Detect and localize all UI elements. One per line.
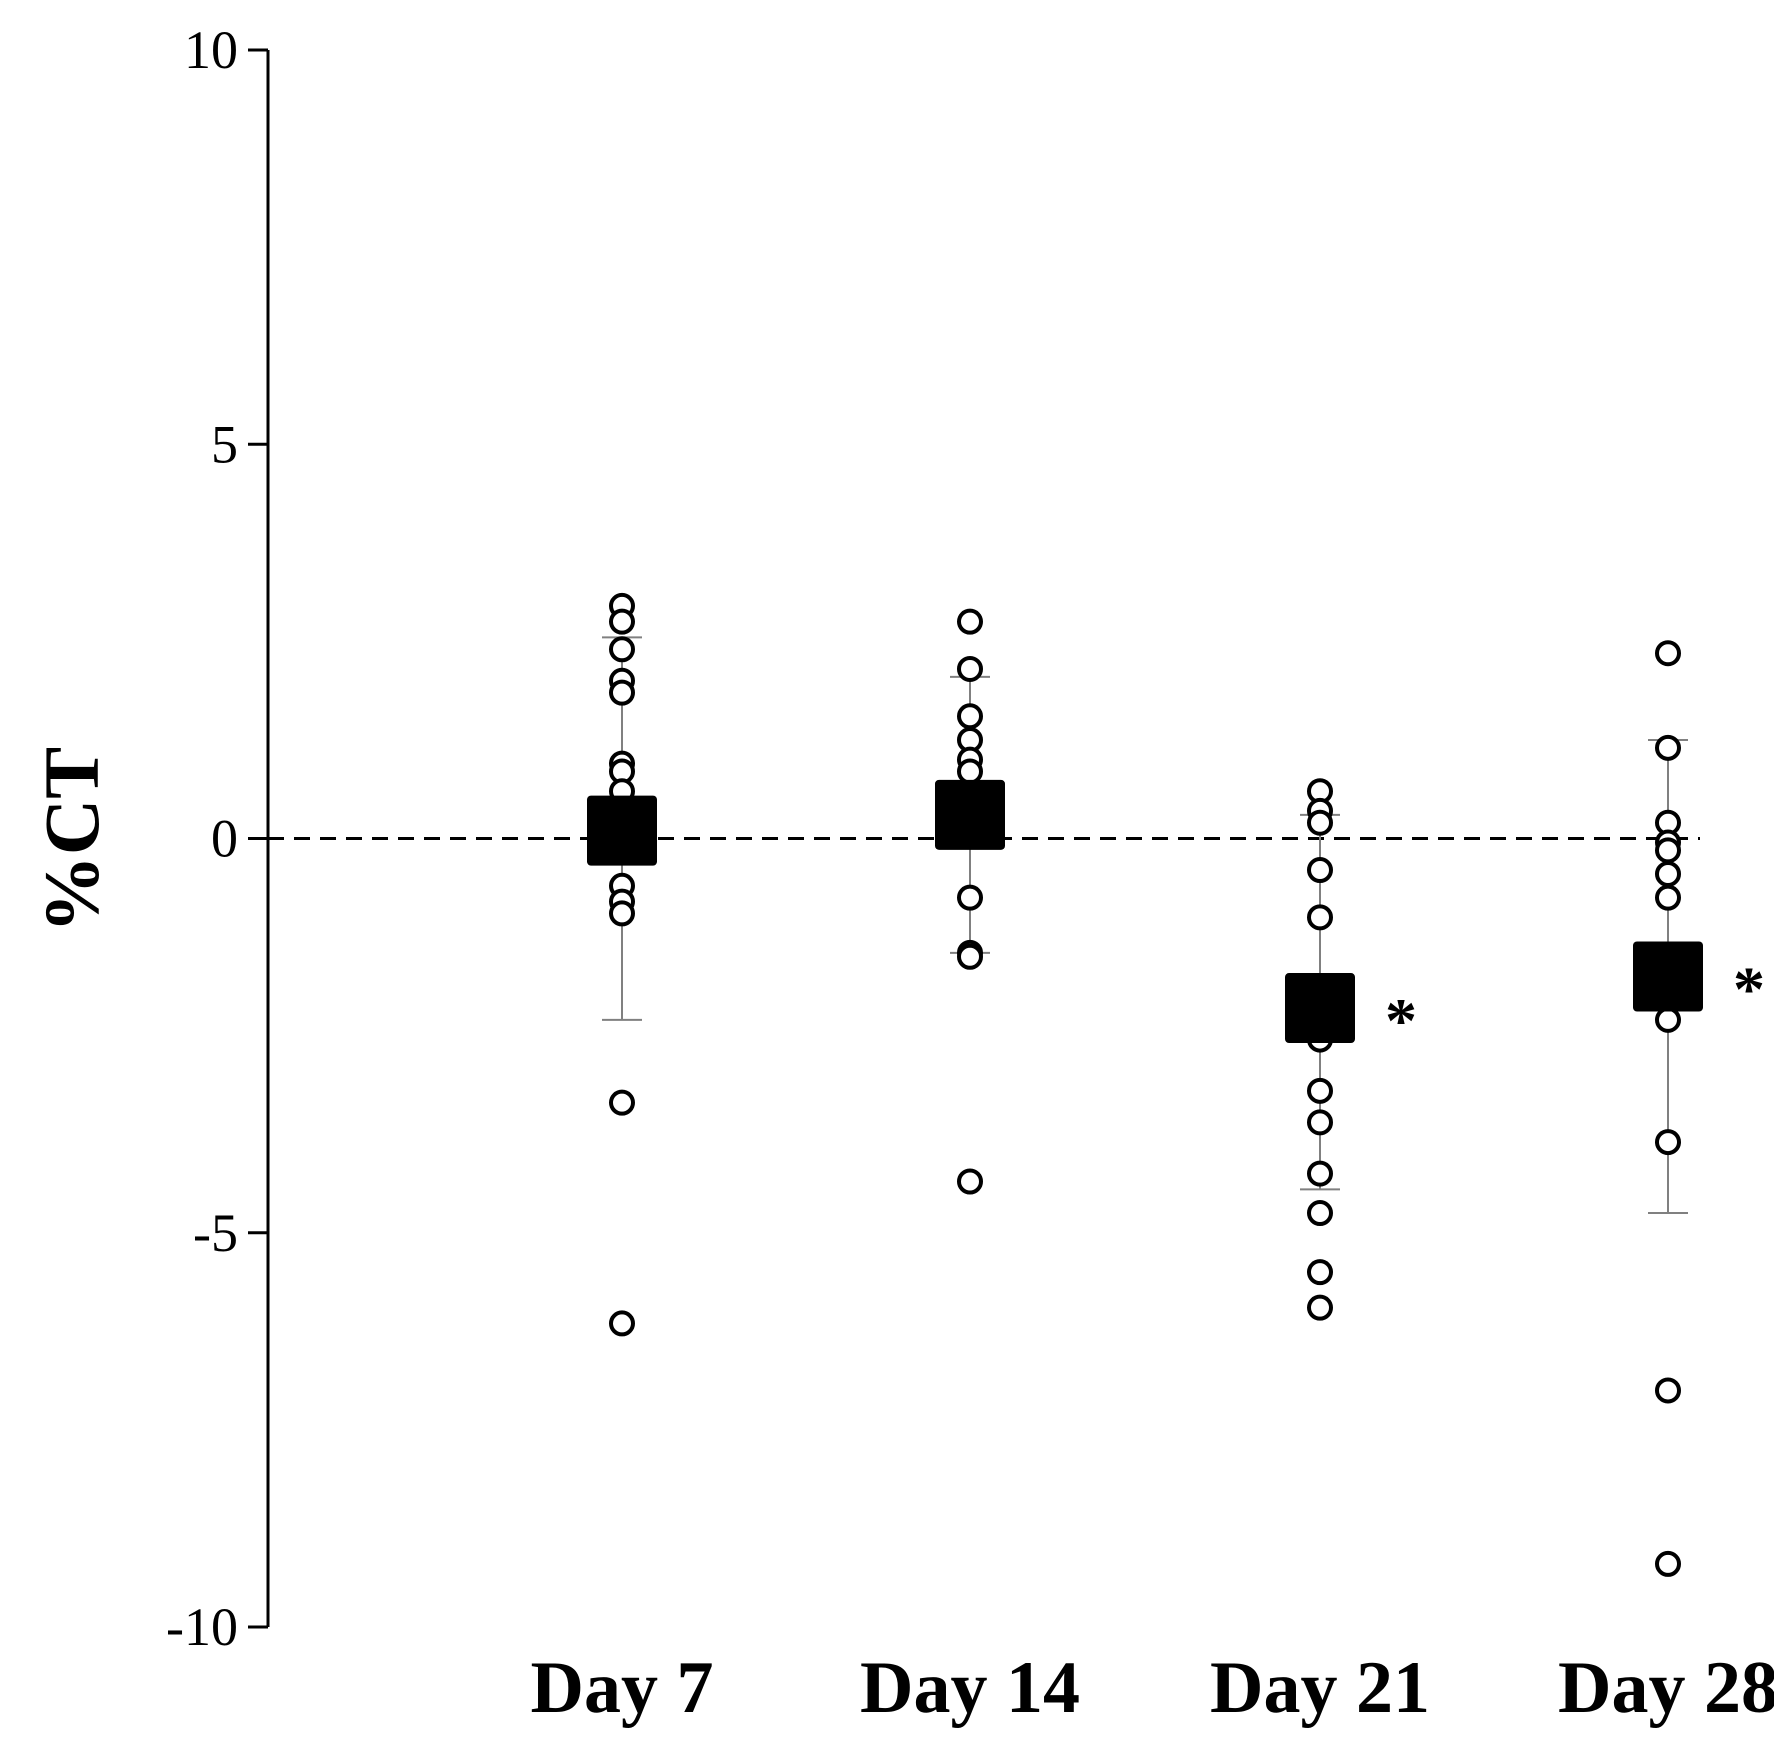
data-point [609, 679, 635, 706]
data-point [1307, 1200, 1333, 1227]
y-axis-title: %CT [28, 747, 115, 933]
data-point [1655, 640, 1681, 667]
data-point [1655, 1550, 1681, 1577]
group-day-14 [935, 608, 1005, 1195]
data-point [1655, 837, 1681, 864]
x-category-label: Day 28 [1558, 1647, 1774, 1729]
group-day-7 [587, 592, 657, 1337]
significance-marker: * [1385, 985, 1417, 1056]
x-category-label: Day 7 [531, 1647, 714, 1729]
y-ticks: 10 5 0 -5 -10 [166, 20, 268, 1657]
data-point [609, 608, 635, 635]
data-point [1655, 1006, 1681, 1033]
data-point [957, 655, 983, 682]
data-point [957, 608, 983, 635]
mean-marker [1633, 941, 1703, 1012]
mean-marker [1285, 973, 1355, 1044]
data-point [957, 758, 983, 785]
data-point [1307, 1294, 1333, 1321]
data-point [1307, 1109, 1333, 1136]
category-labels: Day 7 Day 14 Day 21 Day 28 [531, 1647, 1774, 1729]
data-point [957, 1168, 983, 1195]
data-point [1307, 1160, 1333, 1187]
data-point [1307, 1259, 1333, 1286]
data-groups: * * [587, 592, 1765, 1577]
data-point [1655, 860, 1681, 887]
y-tick-label: 5 [211, 414, 238, 474]
y-tick-label: 0 [211, 809, 238, 869]
group-day-28: * [1633, 640, 1765, 1577]
mean-marker [935, 779, 1005, 850]
data-point [957, 884, 983, 911]
data-point [609, 900, 635, 927]
group-day-21: * [1285, 778, 1417, 1321]
x-category-label: Day 21 [1210, 1647, 1430, 1729]
data-point [1655, 1377, 1681, 1404]
data-point [1307, 857, 1333, 884]
y-tick-label: 10 [184, 20, 238, 80]
data-point [1307, 809, 1333, 836]
data-point [1655, 1129, 1681, 1156]
significance-marker: * [1733, 953, 1765, 1024]
mean-marker [587, 795, 657, 866]
data-point [1307, 904, 1333, 931]
data-point [609, 1310, 635, 1337]
x-category-label: Day 14 [860, 1647, 1080, 1729]
data-point [1655, 884, 1681, 911]
data-point [1655, 734, 1681, 761]
y-tick-label: -10 [166, 1597, 238, 1657]
data-point [957, 943, 983, 970]
data-point [609, 636, 635, 663]
data-point [1307, 1077, 1333, 1104]
data-point [957, 703, 983, 730]
data-point [609, 1089, 635, 1116]
y-tick-label: -5 [193, 1203, 238, 1263]
